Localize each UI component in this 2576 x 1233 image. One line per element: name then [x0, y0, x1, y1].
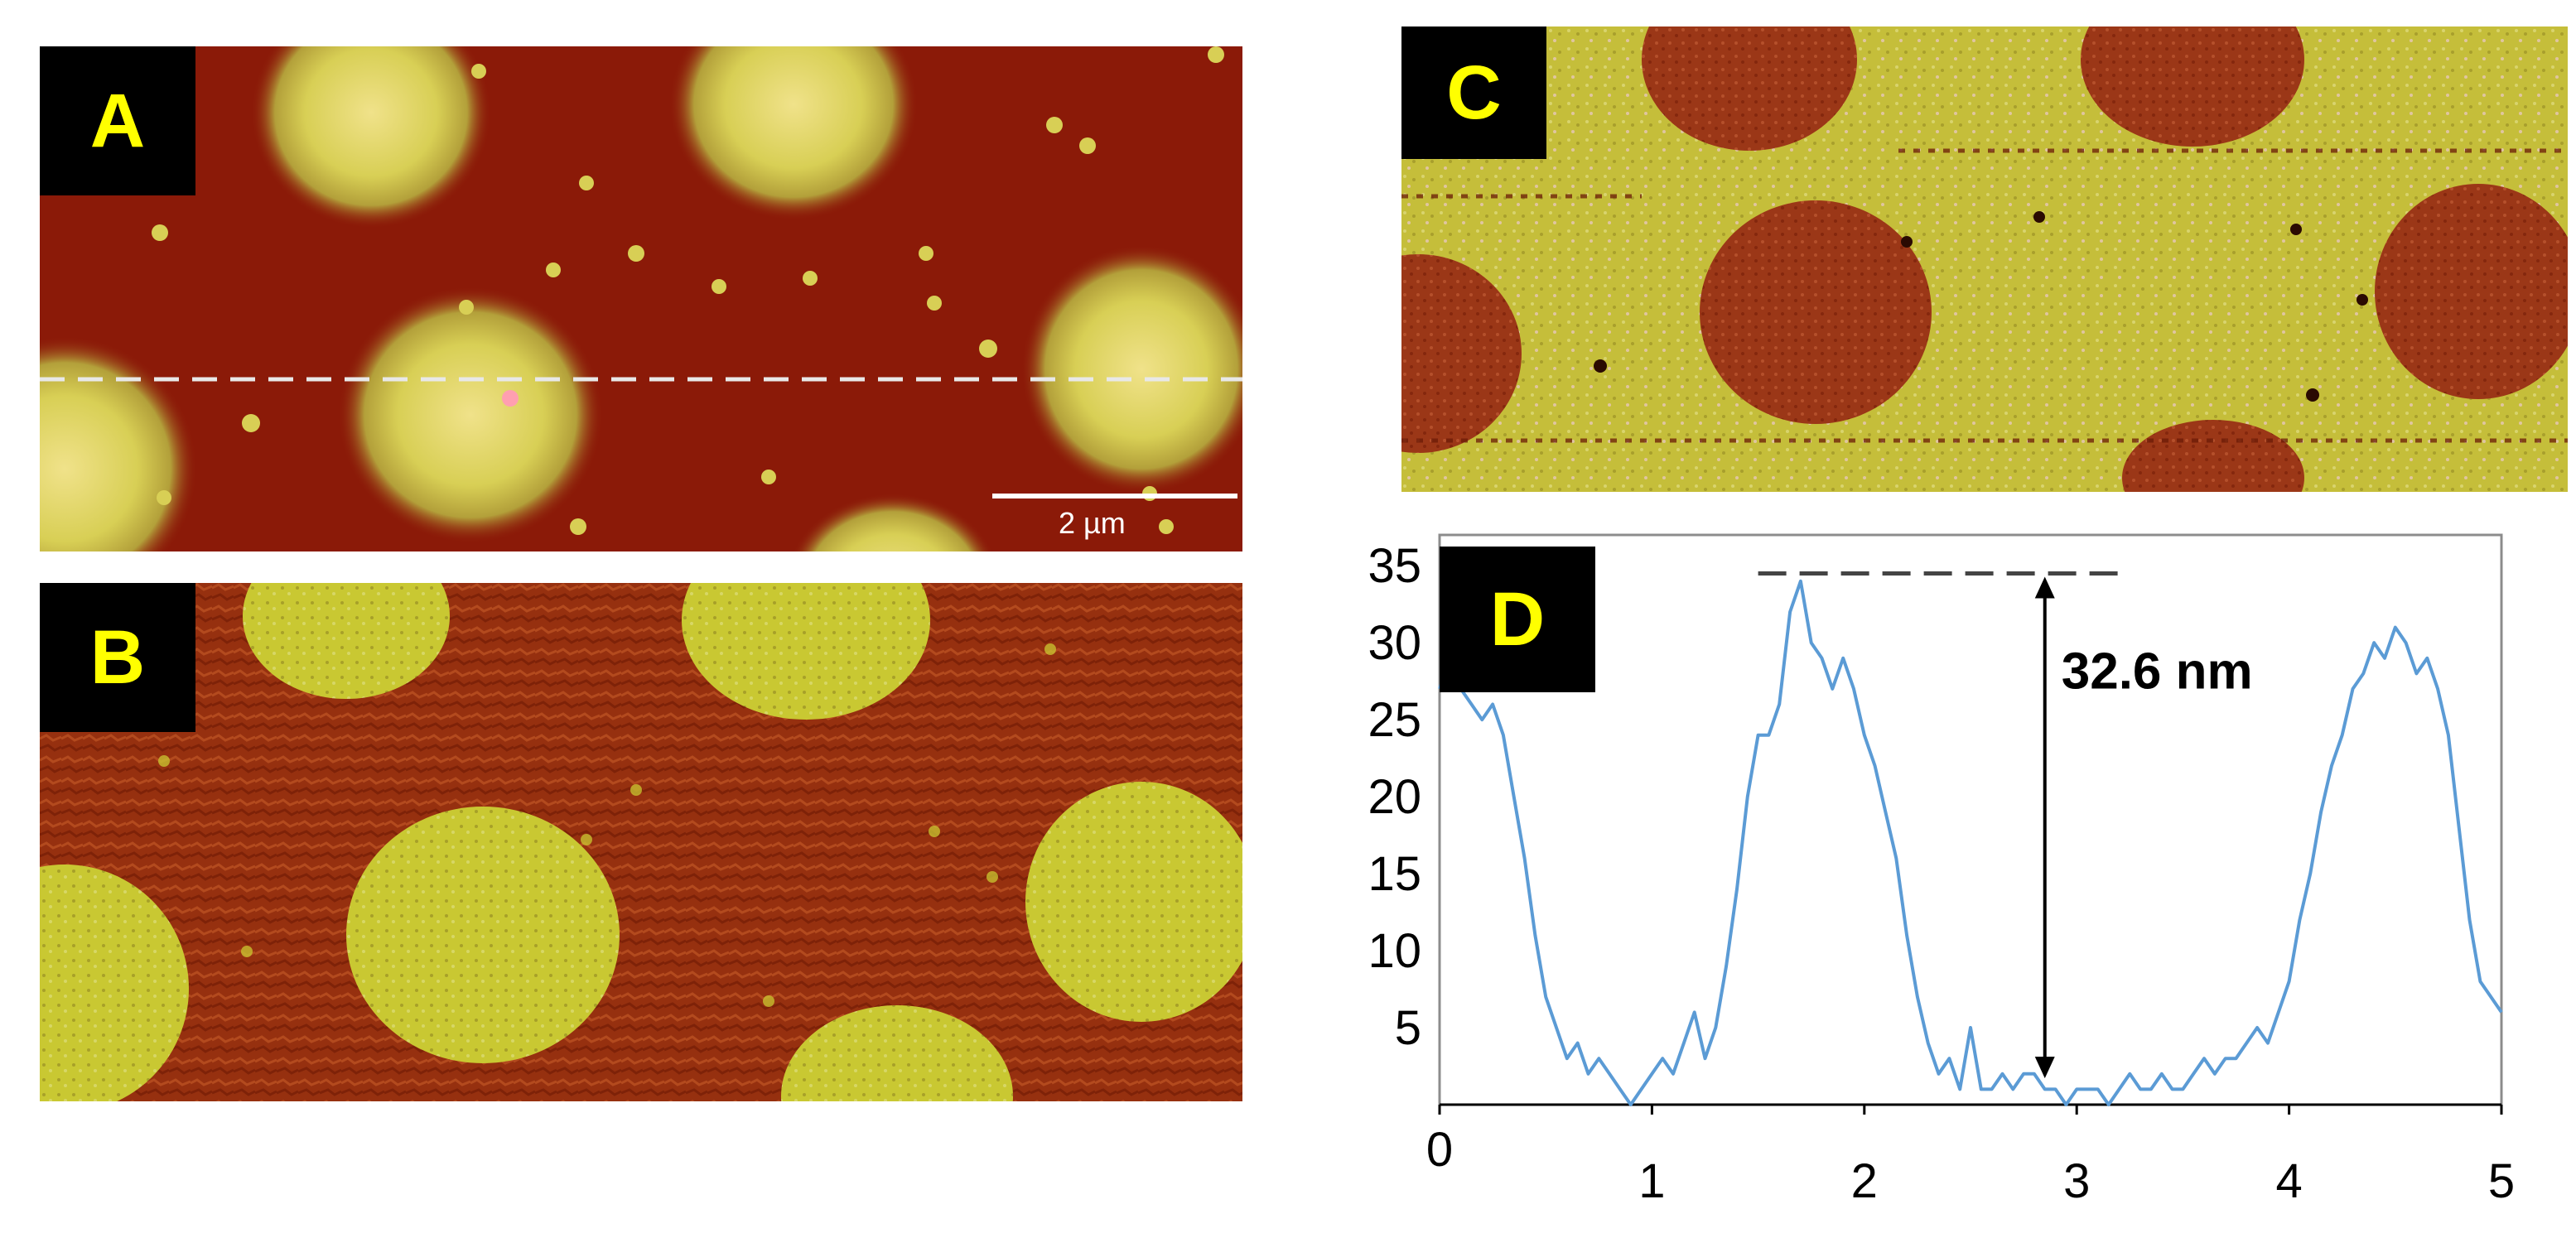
x-tick-label: 0	[1426, 1123, 1453, 1177]
panel-c: C	[1401, 26, 2568, 492]
panel-b: B	[40, 583, 1242, 1101]
panel-d-label: D	[1440, 547, 1595, 692]
panel-d: 0 1 2 3 4 5 5 10 15 20 25 30 35 32.6 nm D	[1292, 530, 2576, 1229]
y-tick-label: 5	[1395, 1001, 1421, 1055]
panel-c-label: C	[1401, 26, 1546, 159]
y-tick-label: 25	[1368, 693, 1421, 747]
chart-series	[1440, 581, 2501, 1105]
chart-annotation: 32.6 nm	[1758, 573, 2253, 1078]
height-arrow-head-bottom	[2035, 1057, 2055, 1078]
panel-a: 2 µm A	[40, 46, 1242, 551]
panel-b-label: B	[40, 583, 195, 732]
plot-frame	[1440, 535, 2501, 1105]
panel-c-image	[1401, 26, 2568, 492]
height-arrow-head-top	[2035, 576, 2055, 598]
chart-axes	[1440, 535, 2501, 1105]
y-tick-label: 20	[1368, 770, 1421, 824]
x-tick-label: 1	[1638, 1154, 1665, 1208]
x-tick-label: 3	[2063, 1154, 2090, 1208]
x-tick-label: 4	[2275, 1154, 2302, 1208]
height-annotation-label: 32.6 nm	[2062, 643, 2253, 700]
height-profile-line	[1440, 581, 2501, 1105]
panel-a-image	[40, 46, 1242, 551]
y-tick-label: 35	[1368, 539, 1421, 593]
y-tick-label: 10	[1368, 924, 1421, 978]
x-tick-label: 2	[1851, 1154, 1878, 1208]
panel-a-label: A	[40, 46, 195, 195]
y-tick-label: 30	[1368, 616, 1421, 670]
x-tick-label: 5	[2488, 1154, 2515, 1208]
y-tick-label: 15	[1368, 847, 1421, 901]
panel-b-image	[40, 583, 1242, 1101]
scale-bar-label: 2 µm	[1059, 506, 1126, 541]
